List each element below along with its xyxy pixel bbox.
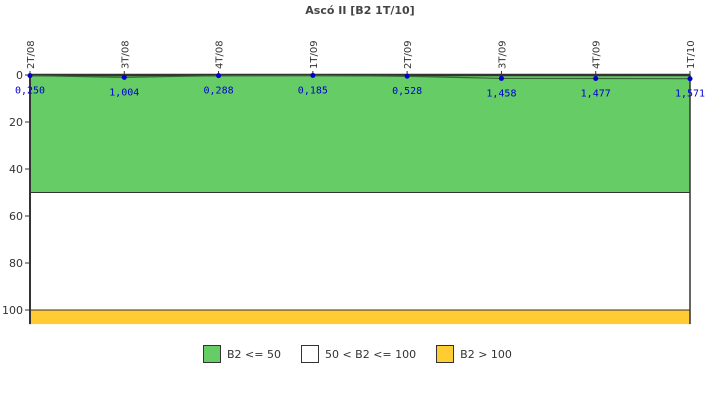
legend-swatch-green xyxy=(203,345,221,363)
y-tick-label: 40 xyxy=(9,163,23,176)
legend-item-white: 50 < B2 <= 100 xyxy=(300,345,417,363)
series-line xyxy=(29,74,691,80)
x-tick-label: 1T/10 xyxy=(686,40,697,69)
y-tick-label: 80 xyxy=(9,257,23,270)
x-tick-label: 3T/08 xyxy=(120,40,131,69)
x-tick-label: 2T/08 xyxy=(26,40,37,69)
x-tick-label: 1T/09 xyxy=(309,40,320,69)
legend: B2 <= 50 50 < B2 <= 100 B2 > 100 xyxy=(203,345,532,363)
data-point xyxy=(27,73,33,79)
band-0 xyxy=(30,75,690,193)
data-point xyxy=(310,72,316,78)
y-tick-label: 0 xyxy=(16,69,23,82)
data-point xyxy=(593,75,599,81)
chart-title: Ascó II [B2 1T/10] xyxy=(305,4,415,17)
data-label: 0,528 xyxy=(392,86,422,97)
y-tick-label: 100 xyxy=(2,304,23,317)
x-tick-label: 4T/08 xyxy=(215,40,226,69)
data-label: 1,571 xyxy=(675,89,705,100)
data-point xyxy=(498,75,504,81)
data-point xyxy=(687,76,693,82)
band-1 xyxy=(30,192,690,310)
data-point xyxy=(404,73,410,79)
data-label: 1,004 xyxy=(109,87,139,98)
legend-label: B2 > 100 xyxy=(460,347,512,361)
data-label: 0,185 xyxy=(298,85,328,96)
data-label: 0,288 xyxy=(204,86,234,97)
legend-swatch-yellow xyxy=(436,345,455,363)
data-label: 1,477 xyxy=(581,88,611,99)
data-point xyxy=(121,74,127,80)
legend-item-green: B2 <= 50 xyxy=(203,345,281,363)
y-tick-label: 60 xyxy=(9,210,23,223)
data-label: 0,250 xyxy=(15,86,45,97)
legend-label: 50 < B2 <= 100 xyxy=(324,347,417,361)
data-point xyxy=(216,73,222,79)
data-label: 1,458 xyxy=(486,88,516,99)
y-tick-label: 20 xyxy=(9,116,23,129)
legend-item-yellow: B2 > 100 xyxy=(436,345,512,363)
band-2 xyxy=(30,310,690,325)
x-tick-label: 3T/09 xyxy=(497,40,508,69)
legend-label: B2 <= 50 xyxy=(227,347,281,361)
legend-swatch-white xyxy=(300,345,319,363)
x-tick-label: 4T/09 xyxy=(592,40,603,69)
x-tick-label: 2T/09 xyxy=(403,40,414,69)
